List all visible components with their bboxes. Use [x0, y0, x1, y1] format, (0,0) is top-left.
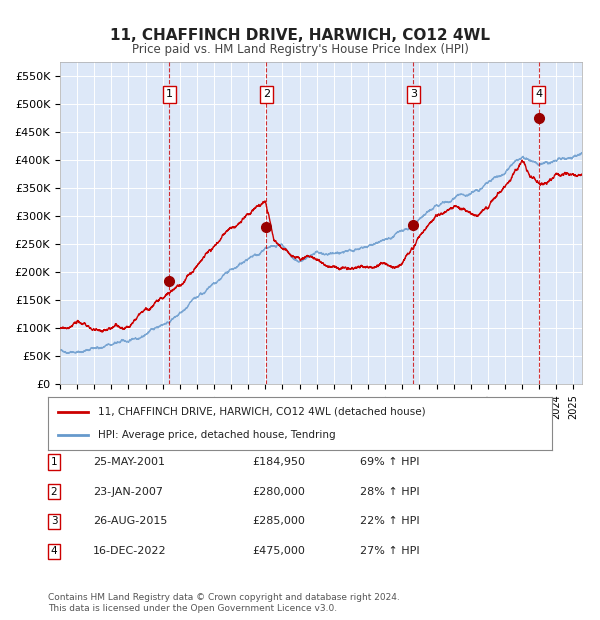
Text: 69% ↑ HPI: 69% ↑ HPI [360, 457, 419, 467]
Text: £280,000: £280,000 [252, 487, 305, 497]
Text: 16-DEC-2022: 16-DEC-2022 [93, 546, 167, 556]
Text: £475,000: £475,000 [252, 546, 305, 556]
Text: 4: 4 [50, 546, 58, 556]
Text: Contains HM Land Registry data © Crown copyright and database right 2024.
This d: Contains HM Land Registry data © Crown c… [48, 593, 400, 613]
Text: £184,950: £184,950 [252, 457, 305, 467]
Text: Price paid vs. HM Land Registry's House Price Index (HPI): Price paid vs. HM Land Registry's House … [131, 43, 469, 56]
Text: £285,000: £285,000 [252, 516, 305, 526]
Text: 2: 2 [263, 89, 270, 99]
Text: 2: 2 [50, 487, 58, 497]
Text: 4: 4 [535, 89, 542, 99]
Text: HPI: Average price, detached house, Tendring: HPI: Average price, detached house, Tend… [98, 430, 336, 440]
Text: 27% ↑ HPI: 27% ↑ HPI [360, 546, 419, 556]
Text: 3: 3 [50, 516, 58, 526]
Text: 11, CHAFFINCH DRIVE, HARWICH, CO12 4WL (detached house): 11, CHAFFINCH DRIVE, HARWICH, CO12 4WL (… [98, 407, 426, 417]
Text: 22% ↑ HPI: 22% ↑ HPI [360, 516, 419, 526]
Text: 1: 1 [50, 457, 58, 467]
Text: 25-MAY-2001: 25-MAY-2001 [93, 457, 165, 467]
Text: 26-AUG-2015: 26-AUG-2015 [93, 516, 167, 526]
Text: 23-JAN-2007: 23-JAN-2007 [93, 487, 163, 497]
Text: 28% ↑ HPI: 28% ↑ HPI [360, 487, 419, 497]
Text: 1: 1 [166, 89, 173, 99]
Text: 3: 3 [410, 89, 417, 99]
Text: 11, CHAFFINCH DRIVE, HARWICH, CO12 4WL: 11, CHAFFINCH DRIVE, HARWICH, CO12 4WL [110, 28, 490, 43]
